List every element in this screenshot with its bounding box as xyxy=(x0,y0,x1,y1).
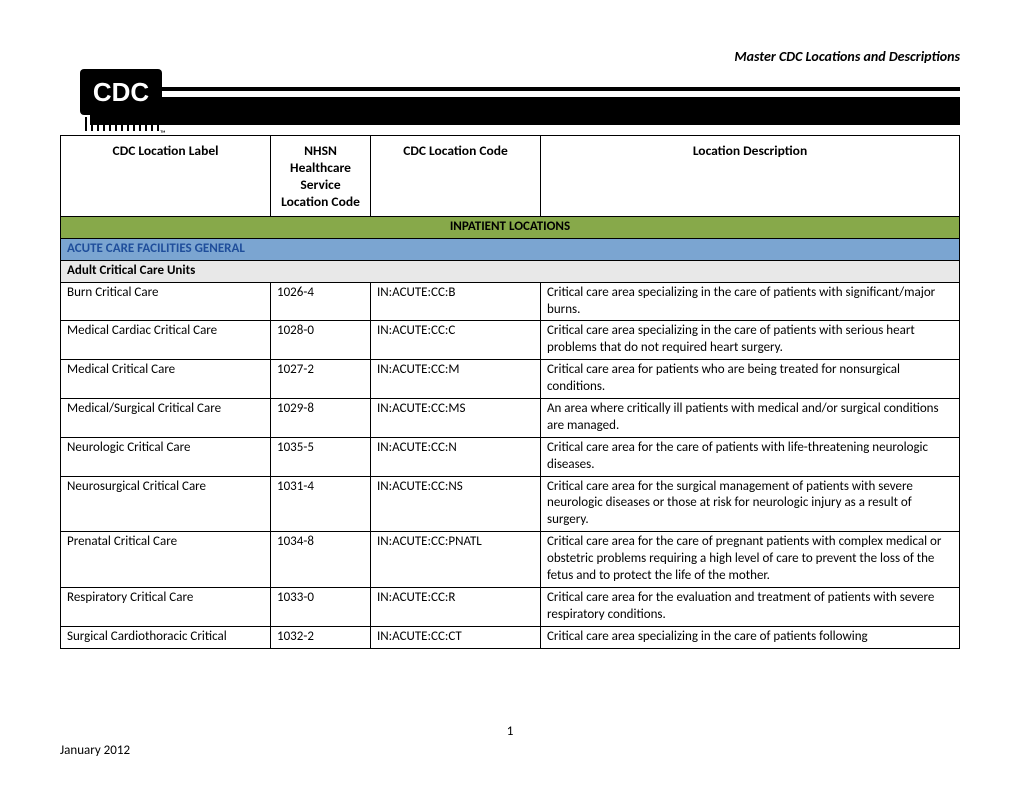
table-row: Respiratory Critical Care 1033-0 IN:ACUT… xyxy=(61,587,960,626)
table-row: Burn Critical Care 1026-4 IN:ACUTE:CC:B … xyxy=(61,282,960,321)
table-row: Prenatal Critical Care 1034-8 IN:ACUTE:C… xyxy=(61,532,960,588)
subheader-row: Adult Critical Care Units xyxy=(61,260,960,282)
decor-bar xyxy=(90,97,960,125)
cell-label: Neurosurgical Critical Care xyxy=(61,476,271,532)
cell-nhsn: 1033-0 xyxy=(271,587,371,626)
cell-label: Respiratory Critical Care xyxy=(61,587,271,626)
table-row: Medical Cardiac Critical Care 1028-0 IN:… xyxy=(61,321,960,360)
category-title: ACUTE CARE FACILITIES GENERAL xyxy=(61,238,960,260)
cell-label: Neurologic Critical Care xyxy=(61,437,271,476)
cell-desc: Critical care area for the evaluation an… xyxy=(541,587,960,626)
cell-label: Burn Critical Care xyxy=(61,282,271,321)
table-row: Medical Critical Care 1027-2 IN:ACUTE:CC… xyxy=(61,360,960,399)
table-row: Neurologic Critical Care 1035-5 IN:ACUTE… xyxy=(61,437,960,476)
cell-nhsn: 1032-2 xyxy=(271,626,371,648)
cell-code: IN:ACUTE:CC:M xyxy=(371,360,541,399)
cell-label: Medical Critical Care xyxy=(61,360,271,399)
cell-nhsn: 1034-8 xyxy=(271,532,371,588)
cell-code: IN:ACUTE:CC:MS xyxy=(371,399,541,438)
col-header-code: CDC Location Code xyxy=(371,136,541,217)
page-number: 1 xyxy=(60,724,960,739)
svg-text:CDC: CDC xyxy=(93,77,150,107)
cell-nhsn: 1026-4 xyxy=(271,282,371,321)
cell-code: IN:ACUTE:CC:CT xyxy=(371,626,541,648)
cell-desc: Critical care area for the care of patie… xyxy=(541,437,960,476)
cell-desc: Critical care area for the care of pregn… xyxy=(541,532,960,588)
decor-bar-thin xyxy=(90,87,960,91)
table-row: Medical/Surgical Critical Care 1029-8 IN… xyxy=(61,399,960,438)
cell-desc: Critical care area for patients who are … xyxy=(541,360,960,399)
cell-desc: Critical care area specializing in the c… xyxy=(541,321,960,360)
cell-code: IN:ACUTE:CC:C xyxy=(371,321,541,360)
col-header-nhsn: NHSN Healthcare Service Location Code xyxy=(271,136,371,217)
logo-bar: CDC ™ xyxy=(60,73,960,105)
cell-label: Medical Cardiac Critical Care xyxy=(61,321,271,360)
section-title: INPATIENT LOCATIONS xyxy=(61,217,960,239)
cell-label: Medical/Surgical Critical Care xyxy=(61,399,271,438)
cell-desc: An area where critically ill patients wi… xyxy=(541,399,960,438)
cell-label: Prenatal Critical Care xyxy=(61,532,271,588)
locations-table: CDC Location Label NHSN Healthcare Servi… xyxy=(60,135,960,649)
col-header-label: CDC Location Label xyxy=(61,136,271,217)
cell-desc: Critical care area specializing in the c… xyxy=(541,626,960,648)
cell-desc: Critical care area for the surgical mana… xyxy=(541,476,960,532)
cdc-logo: CDC xyxy=(80,69,162,136)
cell-code: IN:ACUTE:CC:N xyxy=(371,437,541,476)
cell-desc: Critical care area specializing in the c… xyxy=(541,282,960,321)
cell-nhsn: 1031-4 xyxy=(271,476,371,532)
cell-nhsn: 1027-2 xyxy=(271,360,371,399)
category-row: ACUTE CARE FACILITIES GENERAL xyxy=(61,238,960,260)
cell-code: IN:ACUTE:CC:PNATL xyxy=(371,532,541,588)
cell-nhsn: 1028-0 xyxy=(271,321,371,360)
footer-date: January 2012 xyxy=(60,743,960,758)
cell-code: IN:ACUTE:CC:R xyxy=(371,587,541,626)
table-header-row: CDC Location Label NHSN Healthcare Servi… xyxy=(61,136,960,217)
cell-nhsn: 1029-8 xyxy=(271,399,371,438)
cell-label: Surgical Cardiothoracic Critical xyxy=(61,626,271,648)
col-header-desc: Location Description xyxy=(541,136,960,217)
subheader-title: Adult Critical Care Units xyxy=(61,260,960,282)
table-row: Neurosurgical Critical Care 1031-4 IN:AC… xyxy=(61,476,960,532)
cell-code: IN:ACUTE:CC:NS xyxy=(371,476,541,532)
header-title: Master CDC Locations and Descriptions xyxy=(60,48,960,65)
cell-code: IN:ACUTE:CC:B xyxy=(371,282,541,321)
section-row: INPATIENT LOCATIONS xyxy=(61,217,960,239)
table-row: Surgical Cardiothoracic Critical 1032-2 … xyxy=(61,626,960,648)
footer: 1 January 2012 xyxy=(60,724,960,758)
cell-nhsn: 1035-5 xyxy=(271,437,371,476)
